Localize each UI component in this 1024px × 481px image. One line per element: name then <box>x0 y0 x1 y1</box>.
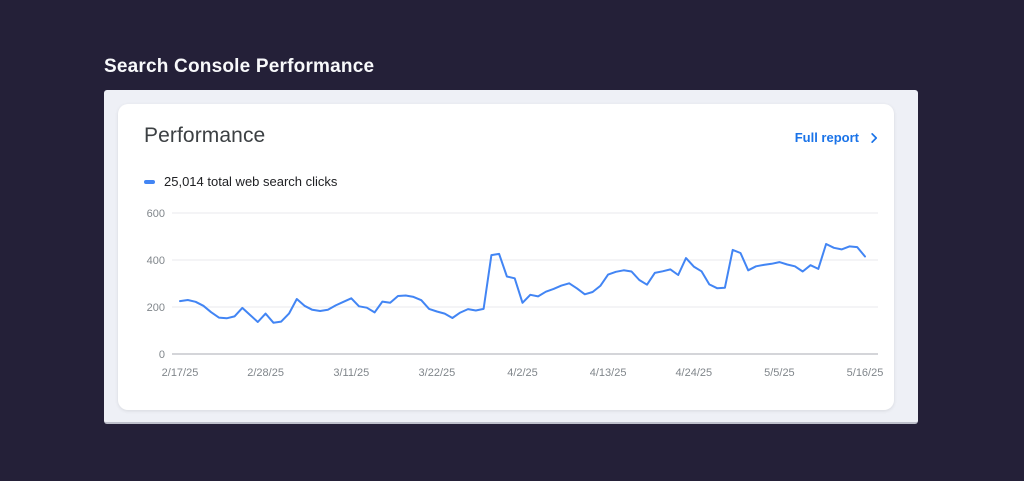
x-tick-label: 2/28/25 <box>247 367 284 379</box>
card-title: Performance <box>144 124 266 147</box>
y-tick-label: 600 <box>147 208 165 220</box>
legend-label: 25,014 total web search clicks <box>164 174 338 189</box>
x-tick-label: 3/11/25 <box>333 367 369 379</box>
y-tick-label: 200 <box>147 302 165 314</box>
chevron-right-icon <box>868 132 880 144</box>
x-tick-label: 2/17/25 <box>162 367 199 379</box>
x-tick-label: 4/2/25 <box>507 367 538 379</box>
y-tick-label: 0 <box>159 349 165 361</box>
chart-legend: 25,014 total web search clicks <box>144 174 337 189</box>
performance-card: Performance Full report 25,014 total web… <box>118 104 894 410</box>
x-tick-label: 3/22/25 <box>419 367 456 379</box>
clicks-line-chart[interactable]: 600 400 200 0 2/17/25 2/28/25 3/11/25 3/22/25 4/… <box>118 199 894 399</box>
x-tick-label: 5/5/25 <box>764 367 795 379</box>
y-tick-label: 400 <box>147 255 165 267</box>
x-tick-label: 5/16/25 <box>847 367 884 379</box>
search-console-widget: Performance Full report 25,014 total web… <box>104 90 918 424</box>
x-tick-label: 4/13/25 <box>590 367 627 379</box>
x-tick-label: 4/24/25 <box>675 367 712 379</box>
clicks-line[interactable] <box>179 243 866 324</box>
legend-dash-icon <box>144 179 155 184</box>
full-report-label: Full report <box>794 130 859 145</box>
page-title: Search Console Performance <box>104 56 375 77</box>
full-report-link[interactable]: Full report <box>795 130 880 145</box>
